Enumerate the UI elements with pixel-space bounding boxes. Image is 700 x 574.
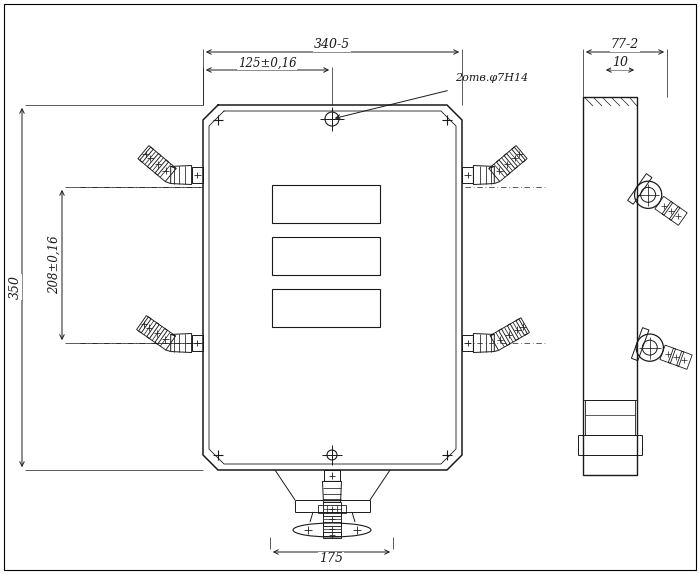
Text: 10: 10	[612, 56, 628, 69]
Bar	[318, 505, 346, 513]
Bar	[583, 97, 637, 475]
Text: 2отв.φ7Н14: 2отв.φ7Н14	[455, 73, 528, 83]
Text: 77-2: 77-2	[611, 38, 639, 52]
Text: 340-5: 340-5	[314, 38, 350, 52]
Text: 350: 350	[8, 275, 22, 299]
Bar	[272, 289, 380, 327]
Bar	[272, 237, 380, 275]
Text: 125±0,16: 125±0,16	[238, 56, 296, 69]
Bar	[585, 400, 635, 435]
Text: 175: 175	[319, 553, 343, 565]
Bar	[272, 185, 380, 223]
Text: 208±0,16: 208±0,16	[48, 236, 60, 294]
